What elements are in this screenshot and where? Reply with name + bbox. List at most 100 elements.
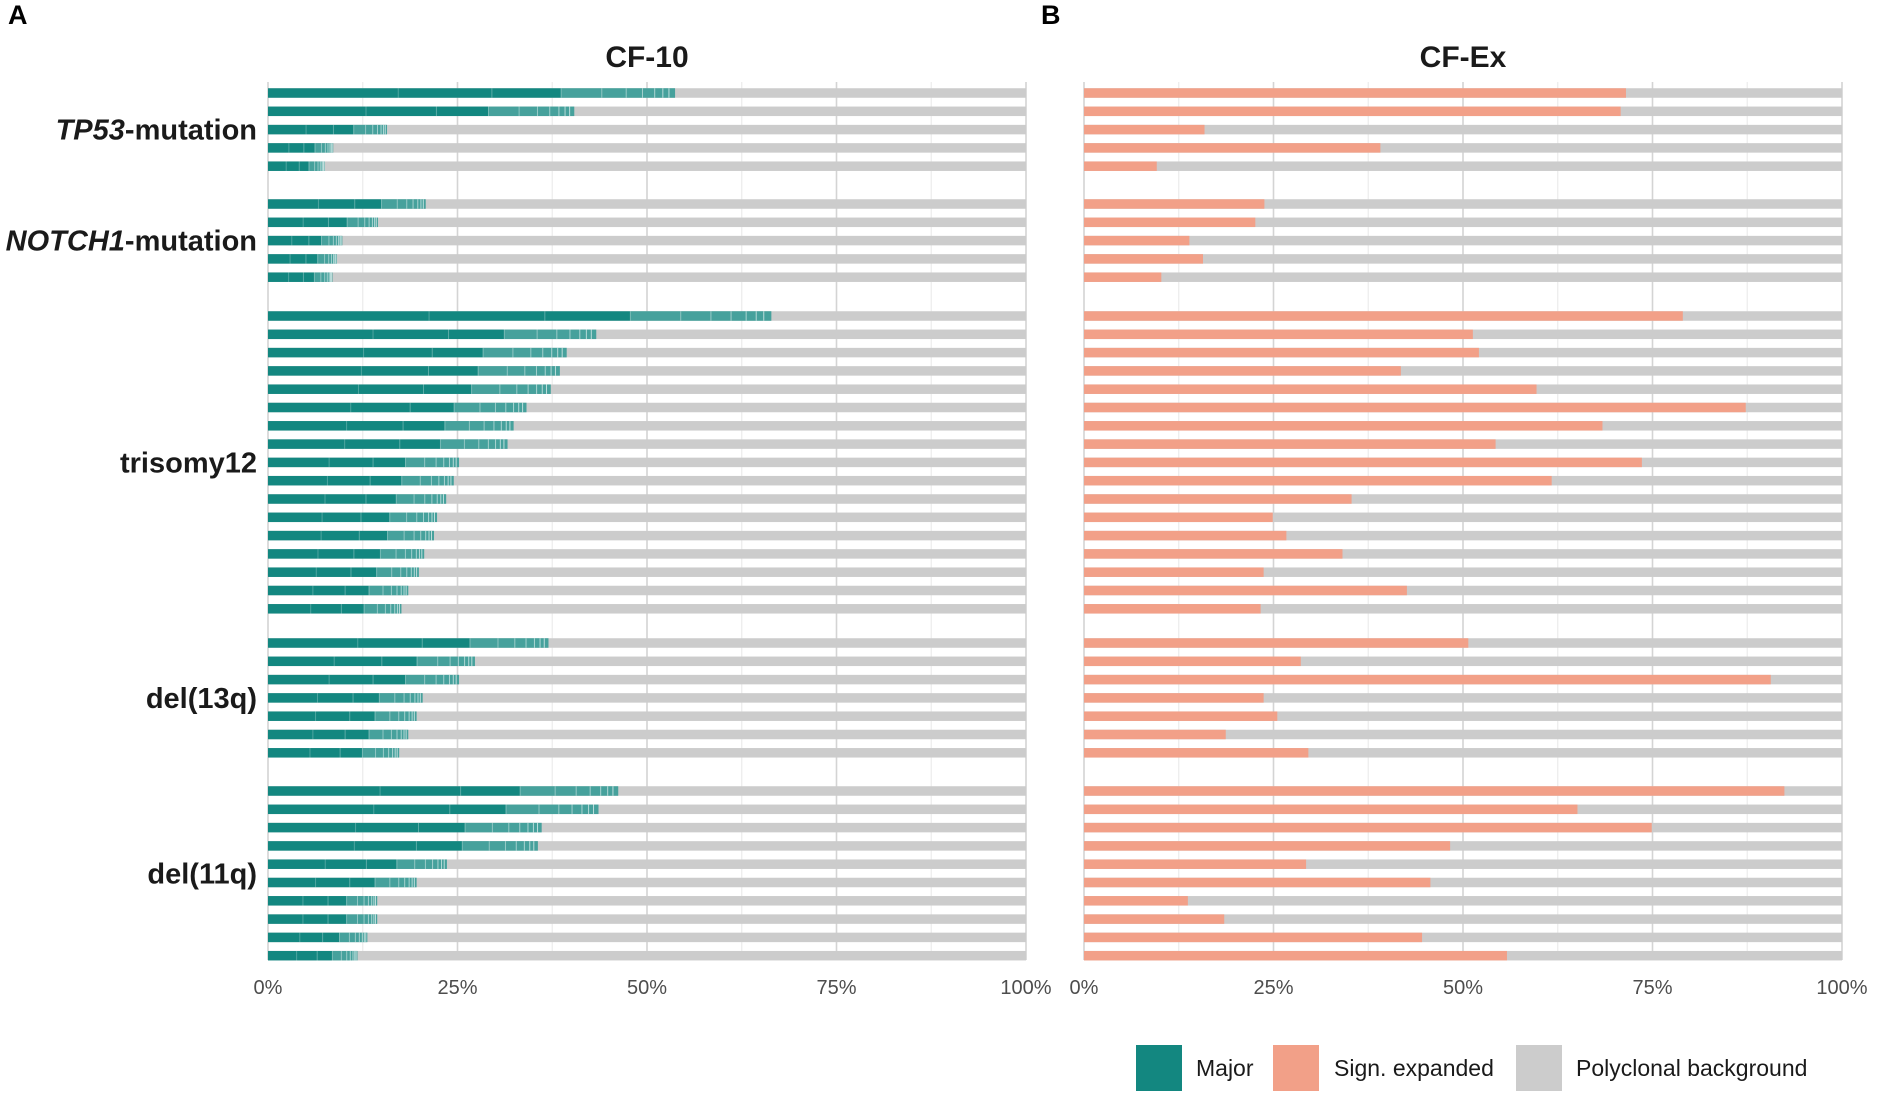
minor-clones-segment [347, 217, 378, 228]
bar-0-3-4 [268, 711, 417, 721]
bar-0-2-0 [268, 311, 772, 321]
bar-1-2-15 [1084, 585, 1407, 596]
bar-background [1084, 235, 1842, 246]
bar-background [268, 748, 1026, 758]
bar-1-4-4 [1084, 859, 1307, 869]
panel-title-1: CF-Ex [1420, 41, 1507, 74]
bar-0-2-4 [268, 384, 551, 394]
bar-background [1084, 914, 1842, 924]
minor-clones-segment [396, 494, 447, 504]
bars-panel-0 [268, 88, 1026, 961]
bar-background [1084, 896, 1842, 906]
bar-background [1084, 549, 1842, 559]
x-tick-label: 50% [627, 977, 667, 999]
bar-1-2-0 [1084, 311, 1683, 321]
minor-clones-segment [416, 656, 475, 667]
minor-clones-segment [471, 384, 551, 394]
bar-background [268, 161, 1026, 171]
bar-background [268, 585, 1026, 596]
bars-panel-1 [1084, 88, 1842, 961]
bar-0-2-3 [268, 366, 560, 376]
minor-clones-segment [405, 457, 460, 468]
group-label-name: NOTCH1 [6, 226, 125, 258]
bar-background [268, 604, 1026, 614]
bar-background [268, 656, 1026, 667]
bar-1-2-7 [1084, 439, 1496, 449]
minor-clones-segment [483, 347, 567, 358]
minor-clones-segment [396, 859, 447, 869]
legend: Major Sign. expanded Polyclonal background [1136, 1045, 1807, 1091]
minor-clones-segment [368, 585, 409, 596]
minor-clones-segment [314, 272, 333, 282]
bar-0-1-1 [268, 217, 378, 228]
bar-0-0-0 [268, 88, 676, 98]
minor-clones-segment [374, 711, 417, 721]
bar-background [268, 549, 1026, 559]
bar-background [268, 366, 1026, 376]
bar-1-2-6 [1084, 421, 1603, 431]
bar-0-3-3 [268, 693, 423, 703]
group-label-3: del(13q) [146, 683, 257, 715]
bar-background [1084, 729, 1842, 740]
bar-background [268, 143, 1026, 153]
bar-background [268, 841, 1026, 851]
group-label-suffix: -mutation [125, 115, 257, 147]
bar-0-0-2 [268, 124, 388, 135]
minor-clones-segment [376, 567, 419, 577]
bar-0-3-2 [268, 674, 460, 685]
bar-background [1084, 656, 1842, 667]
bar-1-4-0 [1084, 786, 1785, 796]
minor-clones-segment [374, 877, 417, 888]
bar-background [1084, 711, 1842, 721]
bar-1-1-0 [1084, 199, 1265, 209]
bar-0-1-0 [268, 199, 426, 209]
minor-clones-segment [389, 512, 438, 523]
bar-background [268, 914, 1026, 924]
bar-background [268, 384, 1026, 394]
bar-1-1-3 [1084, 254, 1204, 264]
legend-label: Sign. expanded [1334, 1055, 1494, 1081]
bar-1-3-2 [1084, 674, 1771, 685]
bar-1-3-1 [1084, 656, 1301, 667]
bar-background [1084, 877, 1842, 888]
minor-clones-segment [353, 124, 388, 135]
bar-background [268, 494, 1026, 504]
bar-0-2-6 [268, 421, 514, 431]
bar-background [268, 877, 1026, 888]
bar-1-2-14 [1084, 567, 1264, 577]
bar-background [1084, 161, 1842, 171]
bar-0-2-13 [268, 549, 425, 559]
bar-0-4-2 [268, 822, 542, 833]
bar-1-4-8 [1084, 932, 1423, 943]
bar-background [268, 402, 1026, 413]
legend-swatch [1516, 1045, 1562, 1091]
minor-clones-segment [520, 786, 619, 796]
x-tick-label: 75% [816, 977, 856, 999]
minor-clones-segment [454, 402, 527, 413]
bar-1-2-13 [1084, 549, 1343, 559]
bar-background [268, 896, 1026, 906]
bar-background [1084, 530, 1842, 541]
bar-0-2-2 [268, 347, 567, 358]
bar-background [268, 254, 1026, 264]
bar-1-0-0 [1084, 88, 1626, 98]
minor-clones-segment [362, 748, 400, 758]
bar-background [1084, 932, 1842, 943]
group-label-name: del(11q) [147, 858, 257, 890]
bar-0-1-4 [268, 272, 333, 282]
minor-clones-segment [379, 693, 423, 703]
bar-0-2-9 [268, 475, 454, 486]
bar-1-2-3 [1084, 366, 1401, 376]
bar-background [268, 530, 1026, 541]
bar-background [1084, 199, 1842, 209]
minor-clones-segment [630, 311, 772, 321]
panel-letter-a: A [8, 0, 28, 30]
bar-1-2-10 [1084, 494, 1352, 504]
bar-0-2-5 [268, 402, 527, 413]
bar-0-4-4 [268, 859, 447, 869]
bar-background [268, 711, 1026, 721]
bar-background [1084, 366, 1842, 376]
minor-clones-segment [505, 804, 599, 815]
bar-background [268, 822, 1026, 833]
